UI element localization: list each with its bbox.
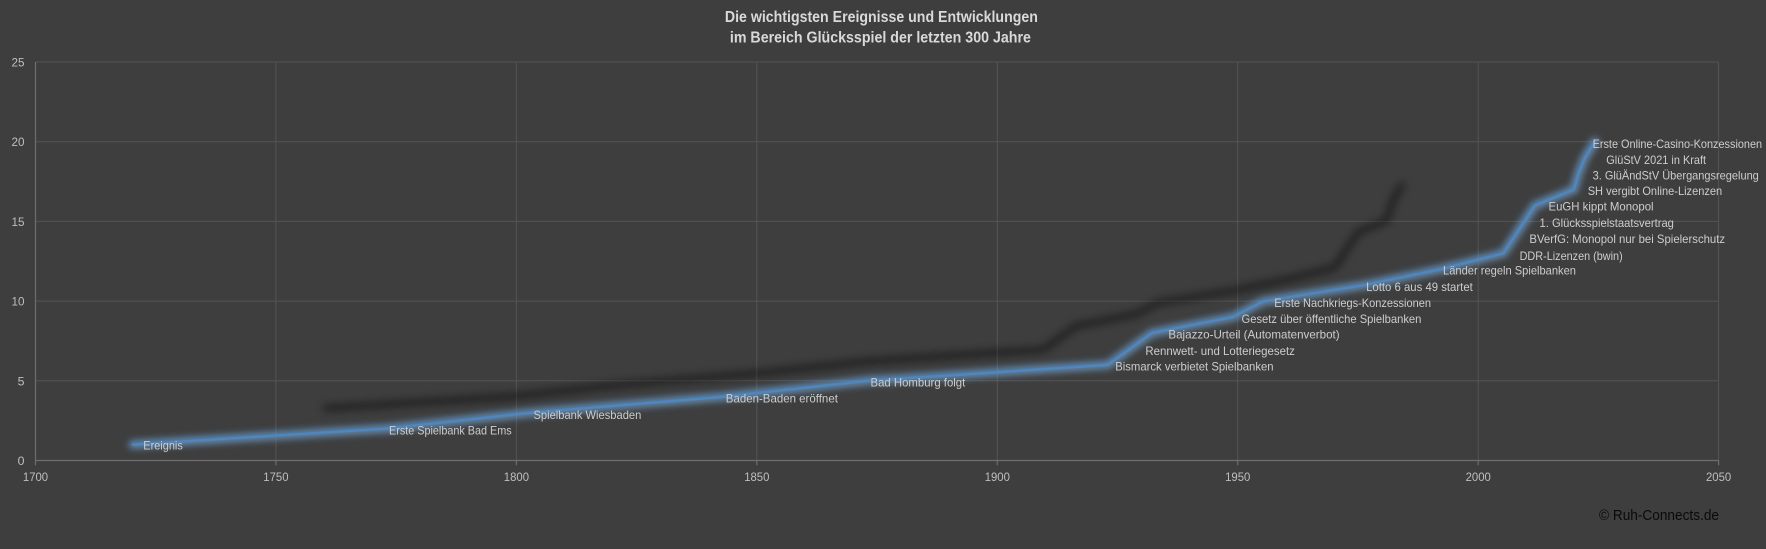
svg-text:Lotto 6 aus 49 startet: Lotto 6 aus 49 startet [1366, 280, 1473, 294]
svg-text:Bad Homburg folgt: Bad Homburg folgt [871, 376, 966, 390]
svg-text:2050: 2050 [1706, 470, 1731, 484]
svg-text:© Ruh-Connects.de: © Ruh-Connects.de [1599, 507, 1719, 524]
svg-text:Bismarck verbietet Spielbanken: Bismarck verbietet Spielbanken [1115, 359, 1273, 373]
svg-text:Ereignis: Ereignis [143, 438, 183, 452]
svg-text:1950: 1950 [1225, 470, 1250, 484]
svg-text:10: 10 [12, 295, 25, 309]
svg-text:3. GlüÄndStV Übergangsregelung: 3. GlüÄndStV Übergangsregelung [1593, 169, 1759, 183]
svg-text:Erste Nachkriegs-Konzessionen: Erste Nachkriegs-Konzessionen [1274, 296, 1431, 310]
svg-text:Gesetz über öffentliche Spielb: Gesetz über öffentliche Spielbanken [1242, 312, 1422, 326]
svg-text:1900: 1900 [985, 470, 1010, 484]
svg-text:20: 20 [12, 135, 25, 149]
svg-text:1700: 1700 [23, 470, 48, 484]
svg-text:Spielbank Wiesbaden: Spielbank Wiesbaden [534, 408, 642, 422]
svg-text:0: 0 [18, 454, 25, 468]
svg-text:DDR-Lizenzen (bwin): DDR-Lizenzen (bwin) [1520, 249, 1623, 263]
svg-text:2000: 2000 [1466, 470, 1491, 484]
svg-text:25: 25 [12, 56, 25, 70]
svg-text:SH vergibt Online-Lizenzen: SH vergibt Online-Lizenzen [1588, 184, 1723, 198]
svg-text:15: 15 [12, 215, 25, 229]
svg-text:5: 5 [18, 374, 25, 388]
svg-text:Die wichtigsten Ereignisse und: Die wichtigsten Ereignisse und Entwicklu… [725, 9, 1038, 26]
svg-text:1800: 1800 [504, 470, 529, 484]
svg-text:1. Glücksspielstaatsvertrag: 1. Glücksspielstaatsvertrag [1540, 216, 1674, 230]
svg-text:Länder regeln Spielbanken: Länder regeln Spielbanken [1443, 263, 1576, 277]
svg-text:Baden-Baden eröffnet: Baden-Baden eröffnet [726, 391, 839, 405]
svg-text:Rennwett- und Lotteriegesetz: Rennwett- und Lotteriegesetz [1145, 344, 1295, 358]
svg-text:1850: 1850 [744, 470, 769, 484]
svg-text:Bajazzo-Urteil (Automatenverbo: Bajazzo-Urteil (Automatenverbot) [1168, 328, 1339, 342]
svg-text:GlüStV 2021 in Kraft: GlüStV 2021 in Kraft [1606, 153, 1706, 167]
svg-text:im Bereich Glücksspiel der let: im Bereich Glücksspiel der letzten 300 J… [730, 30, 1031, 47]
svg-text:1750: 1750 [263, 470, 288, 484]
svg-text:EuGH kippt Monopol: EuGH kippt Monopol [1549, 200, 1654, 214]
svg-text:Erste Online-Casino-Konzession: Erste Online-Casino-Konzessionen [1593, 137, 1763, 151]
svg-text:BVerfG: Monopol nur bei Spiele: BVerfG: Monopol nur bei Spielerschutz [1529, 232, 1725, 246]
svg-text:Erste Spielbank Bad Ems: Erste Spielbank Bad Ems [389, 423, 512, 437]
